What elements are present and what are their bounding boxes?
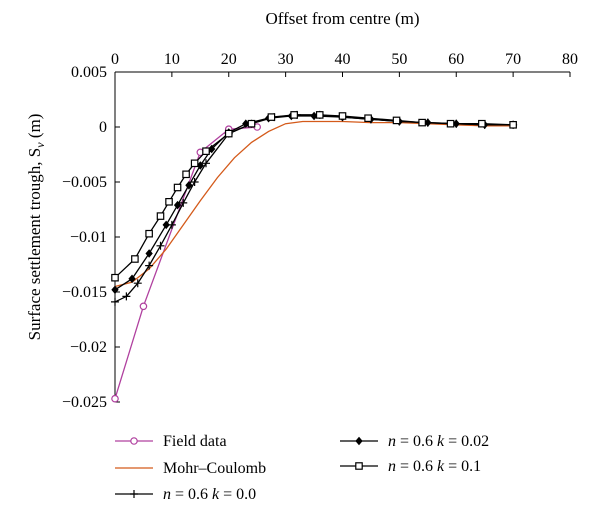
- data-point: [111, 285, 119, 295]
- data-point: [364, 114, 372, 123]
- data-point: [128, 274, 136, 284]
- data-point: [145, 261, 154, 270]
- series-2: [114, 120, 514, 288]
- series-line: [114, 120, 514, 288]
- legend-item: n = 0.6 k = 0.0: [115, 486, 256, 503]
- data-point: [130, 490, 138, 498]
- x-tick-label: 10: [164, 51, 180, 68]
- data-point: [418, 118, 426, 127]
- data-point: [165, 198, 173, 206]
- data-point: [185, 181, 193, 190]
- x-tick-label: 50: [391, 51, 407, 68]
- data-point: [173, 183, 182, 192]
- data-point: [267, 113, 276, 121]
- data-point: [509, 120, 517, 129]
- data-point: [392, 116, 401, 125]
- data-point: [338, 112, 347, 120]
- data-point: [139, 302, 148, 311]
- legend-label: n = 0.6 k = 0.02: [388, 433, 489, 450]
- data-point: [173, 200, 182, 210]
- x-axis-title: Offset from centre (m): [265, 9, 419, 28]
- data-point: [162, 220, 170, 230]
- x-tick-label: 0: [111, 51, 119, 68]
- data-point: [182, 170, 190, 179]
- x-tick-label: 40: [335, 51, 351, 68]
- series-line: [114, 114, 514, 303]
- x-tick-label: 70: [505, 51, 521, 68]
- data-point: [156, 241, 165, 250]
- y-tick-label: −0.015: [62, 284, 107, 301]
- data-point: [111, 273, 119, 282]
- legend-item: n = 0.6 k = 0.1: [340, 458, 481, 475]
- series-1: [111, 123, 261, 403]
- x-tick-label: 20: [221, 51, 237, 68]
- data-point: [179, 198, 188, 207]
- data-point: [130, 437, 138, 445]
- data-point: [446, 119, 455, 128]
- x-tick-label: 30: [278, 51, 294, 68]
- series-line: [114, 126, 258, 399]
- y-tick-label: −0.025: [62, 394, 107, 411]
- data-point: [355, 462, 363, 470]
- legend-item: n = 0.6 k = 0.02: [340, 433, 489, 450]
- y-tick-label: 0: [99, 119, 107, 136]
- legend-label: n = 0.6 k = 0.1: [388, 458, 481, 475]
- data-point: [190, 178, 199, 186]
- data-point: [111, 394, 119, 403]
- y-tick-label: −0.005: [62, 174, 107, 191]
- y-tick-label: 0.005: [71, 64, 107, 81]
- axes: 0 10 20 30 40 50 60 70 800.0050−0.005−0.01−0.015…: [25, 9, 578, 411]
- legend-item: Mohr–Coulomb: [115, 460, 266, 477]
- data-point: [145, 229, 153, 238]
- data-point: [131, 255, 139, 263]
- data-point: [122, 292, 131, 301]
- series-5: [111, 111, 517, 282]
- data-point: [202, 159, 210, 168]
- y-tick-label: −0.02: [70, 339, 107, 356]
- series-3: [111, 110, 518, 306]
- series-layer: [111, 110, 518, 403]
- data-point: [111, 297, 119, 306]
- data-point: [202, 147, 210, 156]
- series-line: [114, 114, 514, 279]
- legend-item: Field data: [115, 433, 227, 450]
- series-line: [114, 115, 514, 291]
- x-tick-label: 80: [562, 51, 578, 68]
- data-point: [190, 159, 199, 168]
- y-axis-title: Surface settlement trough, Sv (m): [25, 114, 47, 341]
- data-point: [224, 129, 233, 138]
- y-tick-label: −0.01: [70, 229, 107, 246]
- data-point: [315, 111, 324, 119]
- x-tick-label: 60: [448, 51, 464, 68]
- data-point: [355, 436, 363, 446]
- data-point: [478, 119, 486, 128]
- data-point: [290, 111, 298, 119]
- data-point: [133, 279, 142, 288]
- legend-label: Mohr–Coulomb: [163, 460, 266, 477]
- data-point: [247, 119, 256, 128]
- legend-label: Field data: [163, 433, 227, 450]
- legend: Field data Mohr–Coulomb n = 0.6 k = 0.0 n =…: [115, 433, 489, 503]
- legend-label: n = 0.6 k = 0.0: [163, 486, 256, 503]
- data-point: [156, 212, 165, 220]
- data-point: [145, 249, 153, 258]
